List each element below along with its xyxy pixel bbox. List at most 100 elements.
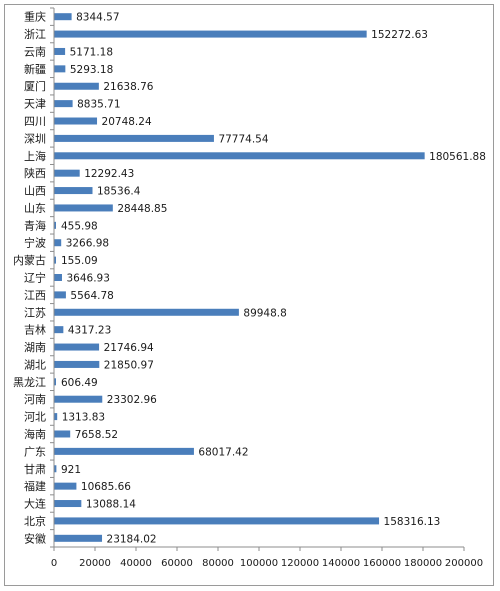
category-label: 厦门 xyxy=(24,79,46,93)
category-label: 江西 xyxy=(24,289,46,302)
category-label: 海南 xyxy=(24,427,46,441)
value-label: 1313.83 xyxy=(62,412,105,424)
category-label: 江苏 xyxy=(24,306,46,319)
value-label: 3646.93 xyxy=(66,273,109,285)
value-label: 20748.24 xyxy=(102,116,152,128)
category-label: 吉林 xyxy=(24,323,46,337)
bar xyxy=(54,308,239,316)
value-label: 23184.02 xyxy=(107,533,157,545)
bar xyxy=(54,360,100,368)
bar xyxy=(54,169,80,177)
bar xyxy=(54,256,56,264)
value-label: 8344.57 xyxy=(76,12,119,24)
x-tick-label: 40000 xyxy=(120,558,152,569)
value-label: 28448.85 xyxy=(117,203,167,215)
x-tick-label: 180000 xyxy=(404,558,442,569)
value-label: 155.09 xyxy=(61,255,98,267)
category-label: 河南 xyxy=(24,393,46,406)
value-label: 10685.66 xyxy=(81,481,131,493)
value-label: 68017.42 xyxy=(198,446,248,458)
bar xyxy=(54,152,425,160)
bar xyxy=(54,13,72,21)
category-label: 河北 xyxy=(24,411,46,424)
category-label: 内蒙古 xyxy=(13,253,46,267)
value-label: 13088.14 xyxy=(86,499,136,511)
chart-frame xyxy=(4,4,494,586)
bar xyxy=(54,204,113,212)
bar xyxy=(54,274,62,281)
bar xyxy=(54,221,56,229)
x-tick-label: 60000 xyxy=(161,558,193,569)
value-label: 12292.43 xyxy=(84,168,134,180)
category-label: 黑龙江 xyxy=(13,376,46,389)
category-label: 湖南 xyxy=(24,341,46,354)
x-tick-label: 100000 xyxy=(240,558,278,569)
bar xyxy=(54,517,380,525)
value-label: 7658.52 xyxy=(75,429,118,441)
category-label: 重庆 xyxy=(24,10,46,24)
category-label: 新疆 xyxy=(24,62,46,76)
bar xyxy=(54,465,57,473)
value-label: 18536.4 xyxy=(97,186,141,198)
category-label: 大连 xyxy=(24,497,46,511)
bar xyxy=(54,30,367,38)
category-label: 深圳 xyxy=(24,132,46,145)
bar xyxy=(54,378,56,386)
value-label: 921 xyxy=(61,464,81,476)
x-tick-label: 160000 xyxy=(363,558,401,569)
category-label: 四川 xyxy=(24,115,46,128)
bar xyxy=(54,447,194,455)
bar xyxy=(54,343,100,351)
category-label: 北京 xyxy=(24,514,46,528)
x-tick-label: 0 xyxy=(51,558,57,569)
bar xyxy=(54,430,71,438)
value-label: 21746.94 xyxy=(104,342,154,354)
bar xyxy=(54,413,58,421)
category-label: 浙江 xyxy=(24,28,46,41)
category-label: 青海 xyxy=(24,218,46,232)
category-label: 甘肃 xyxy=(24,463,46,476)
bar xyxy=(54,82,99,90)
x-tick-label: 80000 xyxy=(202,558,234,569)
bar xyxy=(54,47,66,55)
x-tick-label: 20000 xyxy=(79,558,111,569)
bar xyxy=(54,65,66,73)
bar xyxy=(54,500,82,508)
x-tick-label: 140000 xyxy=(322,558,360,569)
bar xyxy=(54,534,103,542)
value-label: 152272.63 xyxy=(371,29,428,41)
value-label: 23302.96 xyxy=(107,394,157,406)
value-label: 180561.88 xyxy=(429,151,486,163)
category-label: 广东 xyxy=(24,445,46,458)
bar xyxy=(54,134,214,142)
value-label: 4317.23 xyxy=(68,325,111,337)
bar xyxy=(54,291,66,299)
bar xyxy=(54,482,77,490)
category-label: 上海 xyxy=(24,149,46,163)
value-label: 606.49 xyxy=(61,377,98,389)
value-label: 8835.71 xyxy=(77,99,120,111)
category-label: 陕西 xyxy=(24,166,46,180)
value-label: 5171.18 xyxy=(70,46,113,58)
bar xyxy=(54,395,103,403)
x-tick-label: 200000 xyxy=(445,558,483,569)
value-label: 158316.13 xyxy=(384,516,441,528)
category-label: 宁波 xyxy=(24,236,46,250)
bar xyxy=(54,187,93,195)
category-label: 山西 xyxy=(24,185,46,198)
value-label: 3266.98 xyxy=(66,238,109,250)
value-label: 21850.97 xyxy=(104,359,154,371)
value-label: 5293.18 xyxy=(70,64,113,76)
category-label: 福建 xyxy=(24,479,46,493)
bar xyxy=(54,239,62,247)
category-label: 山东 xyxy=(24,202,46,215)
value-label: 21638.76 xyxy=(103,81,153,93)
bar xyxy=(54,100,73,108)
value-label: 89948.8 xyxy=(243,307,286,319)
bar xyxy=(54,326,64,334)
bar xyxy=(54,117,98,125)
category-label: 云南 xyxy=(24,45,46,58)
category-label: 辽宁 xyxy=(24,271,46,285)
value-label: 5564.78 xyxy=(70,290,113,302)
